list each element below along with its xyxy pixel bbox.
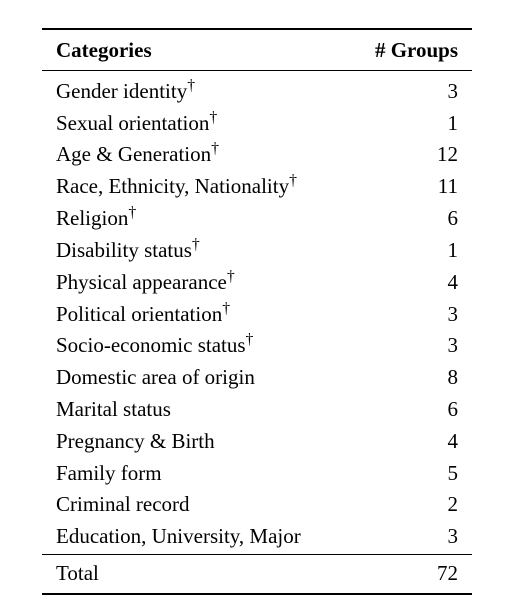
dagger-icon: †: [246, 331, 254, 348]
table-row: Physical appearance†4: [42, 267, 472, 299]
category-cell: Political orientation†: [42, 299, 355, 331]
category-cell: Family form: [42, 458, 355, 490]
table-row: Education, University, Major3: [42, 521, 472, 554]
table-row: Race, Ethnicity, Nationality†11: [42, 171, 472, 203]
table-row: Marital status6: [42, 394, 472, 426]
category-cell: Socio-economic status†: [42, 330, 355, 362]
category-cell: Marital status: [42, 394, 355, 426]
value-cell: 8: [355, 362, 472, 394]
table-row: Disability status†1: [42, 235, 472, 267]
value-cell: 4: [355, 426, 472, 458]
table-row: Criminal record2: [42, 489, 472, 521]
header-categories: Categories: [42, 30, 355, 70]
value-cell: 6: [355, 394, 472, 426]
category-cell: Domestic area of origin: [42, 362, 355, 394]
category-cell: Physical appearance†: [42, 267, 355, 299]
header-groups: # Groups: [355, 30, 472, 70]
table-row: Political orientation†3: [42, 299, 472, 331]
category-cell: Sexual orientation†: [42, 108, 355, 140]
table-row: Family form5: [42, 458, 472, 490]
category-cell: Pregnancy & Birth: [42, 426, 355, 458]
total-value: 72: [355, 555, 472, 594]
total-label: Total: [42, 555, 355, 594]
dagger-icon: †: [128, 204, 136, 221]
dagger-icon: †: [227, 268, 235, 285]
table-row: Socio-economic status†3: [42, 330, 472, 362]
value-cell: 1: [355, 108, 472, 140]
table-row: Religion†6: [42, 203, 472, 235]
category-cell: Age & Generation†: [42, 139, 355, 171]
category-cell: Disability status†: [42, 235, 355, 267]
dagger-icon: †: [222, 300, 230, 317]
table-row: Gender identity†3: [42, 71, 472, 108]
category-cell: Religion†: [42, 203, 355, 235]
categories-table: Categories # Groups Gender identity†3Sex…: [42, 28, 472, 595]
value-cell: 3: [355, 521, 472, 554]
table-row: Sexual orientation†1: [42, 108, 472, 140]
category-cell: Gender identity†: [42, 71, 355, 108]
table-row: Domestic area of origin8: [42, 362, 472, 394]
category-cell: Criminal record: [42, 489, 355, 521]
value-cell: 3: [355, 299, 472, 331]
value-cell: 3: [355, 71, 472, 108]
value-cell: 11: [355, 171, 472, 203]
value-cell: 1: [355, 235, 472, 267]
value-cell: 4: [355, 267, 472, 299]
value-cell: 2: [355, 489, 472, 521]
dagger-icon: †: [289, 172, 297, 189]
value-cell: 3: [355, 330, 472, 362]
table-header-row: Categories # Groups: [42, 30, 472, 70]
dagger-icon: †: [192, 236, 200, 253]
value-cell: 6: [355, 203, 472, 235]
category-cell: Education, University, Major: [42, 521, 355, 554]
dagger-icon: †: [211, 140, 219, 157]
value-cell: 12: [355, 139, 472, 171]
table-row: Pregnancy & Birth4: [42, 426, 472, 458]
category-cell: Race, Ethnicity, Nationality†: [42, 171, 355, 203]
dagger-icon: †: [187, 77, 195, 94]
total-row: Total 72: [42, 555, 472, 594]
dagger-icon: †: [209, 109, 217, 126]
table-row: Age & Generation†12: [42, 139, 472, 171]
value-cell: 5: [355, 458, 472, 490]
table-container: Categories # Groups Gender identity†3Sex…: [0, 0, 514, 564]
